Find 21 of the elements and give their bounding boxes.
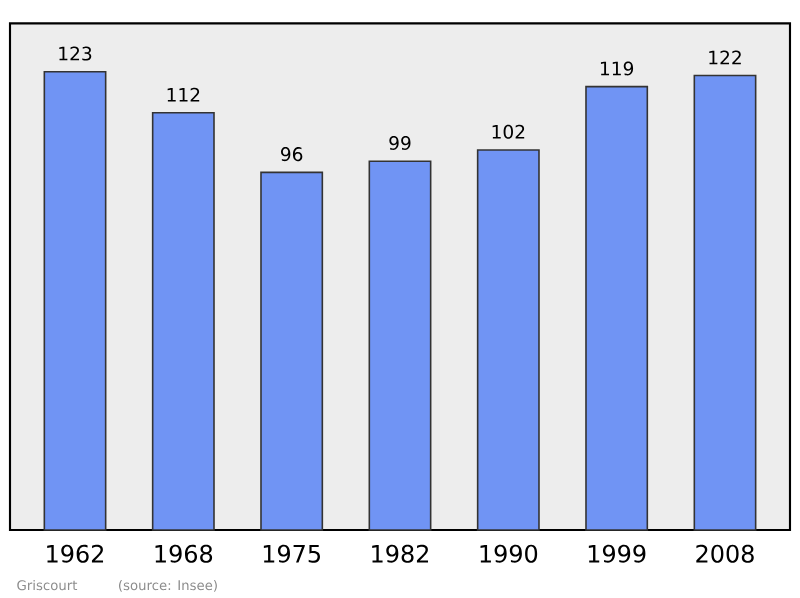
data-label: 119 xyxy=(600,61,634,76)
x-tick-label: 1975 xyxy=(263,544,320,563)
x-tick-label: 1968 xyxy=(155,544,213,563)
bar xyxy=(368,160,432,531)
data-label: 122 xyxy=(709,50,741,65)
bar xyxy=(585,85,649,531)
bar xyxy=(260,171,324,531)
data-label: 102 xyxy=(492,124,525,139)
data-label: 96 xyxy=(281,147,303,162)
bar xyxy=(476,149,540,531)
x-tick-label: 1999 xyxy=(588,544,646,563)
bar xyxy=(693,74,757,531)
x-tick-label: 1962 xyxy=(47,544,104,563)
bar xyxy=(43,70,107,531)
x-tick-label: 1990 xyxy=(480,544,538,563)
data-label: 123 xyxy=(59,46,92,61)
data-label: 112 xyxy=(167,87,200,102)
x-tick-label: 1982 xyxy=(372,544,429,563)
x-tick-label: 2008 xyxy=(696,544,754,563)
bar xyxy=(151,111,215,531)
data-label: 99 xyxy=(389,135,411,150)
